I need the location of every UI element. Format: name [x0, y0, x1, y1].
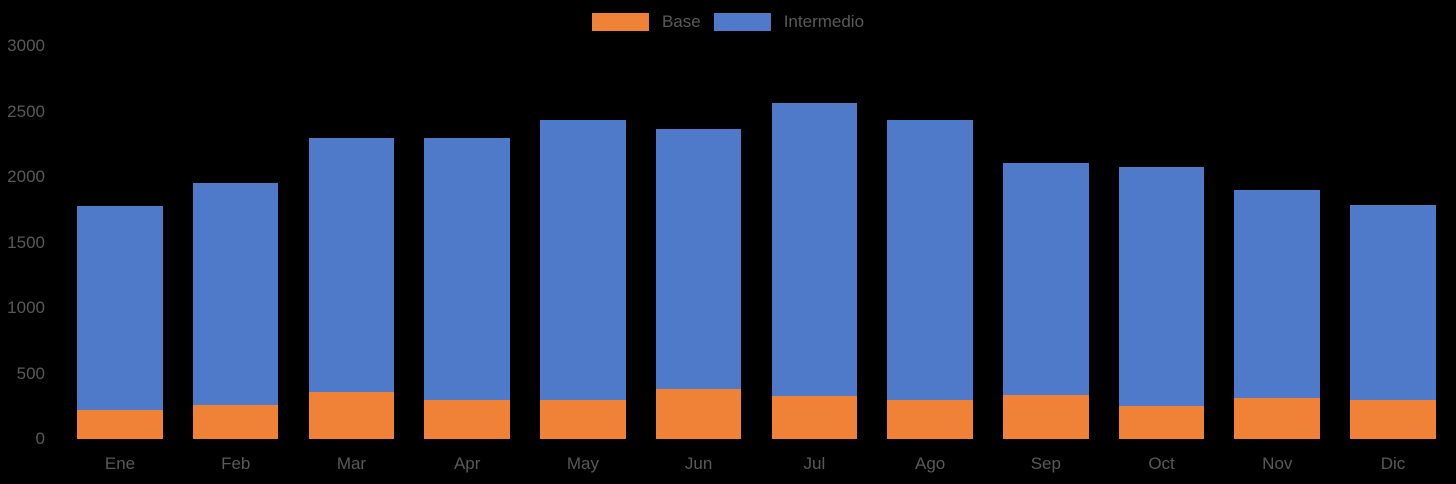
- bar-ago-intermedio: [887, 119, 973, 400]
- bar-nov: [1234, 190, 1320, 439]
- legend-label-base: Base: [661, 12, 701, 31]
- bar-may: [540, 119, 626, 439]
- bar-ene-intermedio: [77, 206, 163, 411]
- y-tick-3000: 3000: [7, 36, 45, 56]
- x-tick-apr: Apr: [453, 454, 481, 473]
- legend-swatch-intermedio: [713, 13, 771, 31]
- y-tick-1000: 1000: [7, 298, 45, 318]
- x-tick-jul: Jul: [803, 454, 826, 473]
- x-tick-oct: Oct: [1148, 454, 1175, 473]
- bar-apr-base: [424, 399, 510, 439]
- bar-feb-base: [192, 405, 279, 439]
- x-tick-feb: Feb: [221, 454, 251, 473]
- x-tick-nov: Nov: [1262, 454, 1293, 473]
- bar-jul: [771, 102, 857, 439]
- bar-ene: [77, 206, 163, 439]
- bar-ago-base: [887, 399, 973, 439]
- x-tick-may: May: [566, 454, 599, 473]
- bar-oct-intermedio: [1118, 166, 1205, 407]
- bar-nov-base: [1234, 398, 1320, 439]
- bar-feb: [192, 182, 279, 439]
- legend: Base Intermedio: [591, 12, 865, 31]
- legend-item-base: Base: [591, 12, 701, 31]
- bar-ago: [887, 119, 973, 439]
- x-tick-jun: Jun: [684, 454, 713, 473]
- bar-nov-intermedio: [1234, 190, 1320, 399]
- y-tick-2500: 2500: [7, 101, 45, 121]
- x-tick-sep: Sep: [1030, 454, 1061, 473]
- bar-apr-intermedio: [424, 137, 510, 400]
- bar-dic: [1350, 204, 1436, 439]
- bar-sep-base: [1003, 394, 1089, 439]
- y-tick-2000: 2000: [7, 167, 45, 187]
- y-tick-500: 500: [16, 363, 45, 383]
- x-tick-ene: Ene: [104, 454, 136, 473]
- legend-swatch-base: [591, 13, 649, 31]
- bar-may-intermedio: [540, 119, 626, 400]
- bar-dic-base: [1350, 399, 1436, 439]
- bar-may-base: [540, 399, 626, 439]
- bar-ene-base: [77, 410, 163, 439]
- y-tick-0: 0: [35, 429, 45, 448]
- bar-jun-intermedio: [655, 128, 742, 390]
- bar-dic-intermedio: [1350, 204, 1436, 400]
- bar-jul-intermedio: [771, 102, 857, 396]
- bar-sep-intermedio: [1003, 162, 1089, 395]
- legend-label-intermedio: Intermedio: [783, 12, 865, 31]
- x-tick-mar: Mar: [336, 454, 367, 473]
- bar-oct: [1118, 166, 1205, 439]
- bar-oct-base: [1118, 406, 1205, 439]
- bar-jun: [655, 128, 742, 439]
- bar-mar-intermedio: [308, 138, 395, 392]
- bar-jul-base: [771, 395, 857, 439]
- bar-mar-base: [308, 391, 395, 439]
- bar-jun-base: [655, 389, 742, 439]
- bar-sep: [1003, 162, 1089, 439]
- bar-mar: [308, 138, 395, 439]
- x-tick-dic: Dic: [1380, 454, 1406, 473]
- y-tick-1500: 1500: [7, 232, 45, 252]
- legend-item-intermedio: Intermedio: [713, 12, 865, 31]
- x-tick-ago: Ago: [914, 454, 946, 473]
- bar-apr: [424, 137, 510, 439]
- bar-feb-intermedio: [192, 182, 279, 405]
